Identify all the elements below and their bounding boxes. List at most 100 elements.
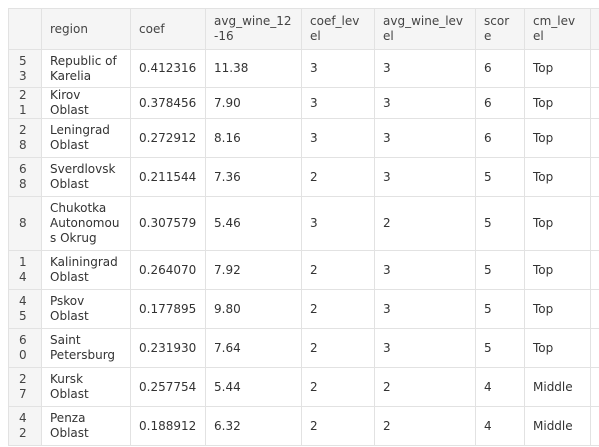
header-score: score (475, 8, 525, 50)
cell-region: Penza Oblast (41, 406, 131, 446)
cell-score: 4 (475, 367, 525, 407)
header-region: region (41, 8, 131, 50)
cell-score: 6 (475, 87, 525, 119)
cell-score: 6 (475, 49, 525, 88)
cell-coef-level: 2 (301, 406, 375, 446)
table-body: 53 Republic of Karelia 0.412316 11.38 3 3 6 Top… (8, 49, 599, 446)
row-index: 53 (8, 49, 42, 88)
cell-region: Chukotka Autonomous Okrug (41, 196, 131, 251)
header-coef: coef (130, 8, 206, 50)
cell-avg-wine-12-16: 8.16 (205, 118, 302, 158)
cell-region: Kaliningrad Oblast (41, 250, 131, 290)
table-row: 45 Pskov Oblast 0.177895 9.80 2 3 5 Top (8, 289, 599, 329)
cell-cm-level: Top (524, 289, 591, 329)
table-row: 8 Chukotka Autonomous Okrug 0.307579 5.46 3 2… (8, 196, 599, 251)
cell-coef: 0.412316 (130, 49, 206, 88)
cell-score: 5 (475, 157, 525, 197)
dataframe-table: region coef avg_wine_12-16 coef_level av… (8, 8, 599, 446)
cell-cm-level: Middle (524, 406, 591, 446)
cell-coef: 0.307579 (130, 196, 206, 251)
cell-score: 5 (475, 328, 525, 368)
header-cm-level: cm_level (524, 8, 591, 50)
cell-avg-wine-12-16: 11.38 (205, 49, 302, 88)
cell-cm-level: Top (524, 49, 591, 88)
cell-avg-wine-level: 3 (374, 49, 476, 88)
cell-score: 4 (475, 406, 525, 446)
cell-cm-level: Top (524, 196, 591, 251)
cell-coef-level: 3 (301, 87, 375, 119)
cell-avg-wine-12-16: 6.32 (205, 406, 302, 446)
cell-truncated-column (590, 289, 599, 329)
cell-avg-wine-12-16: 7.64 (205, 328, 302, 368)
cell-score: 5 (475, 196, 525, 251)
cell-coef: 0.177895 (130, 289, 206, 329)
cell-avg-wine-12-16: 7.36 (205, 157, 302, 197)
cell-avg-wine-level: 3 (374, 250, 476, 290)
header-index (8, 8, 42, 50)
cell-cm-level: Top (524, 118, 591, 158)
cell-coef-level: 2 (301, 157, 375, 197)
cell-avg-wine-level: 3 (374, 118, 476, 158)
cell-truncated-column (590, 49, 599, 88)
cell-avg-wine-level: 3 (374, 157, 476, 197)
header-row: region coef avg_wine_12-16 coef_level av… (8, 8, 599, 50)
table-row: 27 Kursk Oblast 0.257754 5.44 2 2 4 Middle (8, 367, 599, 407)
cell-cm-level: Top (524, 157, 591, 197)
cell-region: Republic of Karelia (41, 49, 131, 88)
row-index: 14 (8, 250, 42, 290)
cell-cm-level: Top (524, 328, 591, 368)
cell-avg-wine-12-16: 7.92 (205, 250, 302, 290)
cell-coef-level: 2 (301, 289, 375, 329)
cell-avg-wine-12-16: 5.44 (205, 367, 302, 407)
row-index: 28 (8, 118, 42, 158)
row-index: 27 (8, 367, 42, 407)
cell-truncated-column (590, 118, 599, 158)
cell-avg-wine-level: 2 (374, 196, 476, 251)
cell-truncated-column (590, 250, 599, 290)
row-index: 8 (8, 196, 42, 251)
cell-coef-level: 2 (301, 367, 375, 407)
cell-avg-wine-level: 3 (374, 289, 476, 329)
cell-region: Leningrad Oblast (41, 118, 131, 158)
cell-score: 6 (475, 118, 525, 158)
cell-coef: 0.378456 (130, 87, 206, 119)
table-row: 60 Saint Petersburg 0.231930 7.64 2 3 5 Top (8, 328, 599, 368)
header-avg-wine-12-16: avg_wine_12-16 (205, 8, 302, 50)
header-coef-level: coef_level (301, 8, 375, 50)
table-row: 68 Sverdlovsk Oblast 0.211544 7.36 2 3 5 Top (8, 157, 599, 197)
cell-cm-level: Top (524, 250, 591, 290)
cell-avg-wine-level: 2 (374, 406, 476, 446)
cell-truncated-column (590, 406, 599, 446)
cell-coef-level: 3 (301, 118, 375, 158)
table-row: 14 Kaliningrad Oblast 0.264070 7.92 2 3 5 Top (8, 250, 599, 290)
row-index: 21 (8, 87, 42, 119)
cell-coef: 0.211544 (130, 157, 206, 197)
cell-coef: 0.264070 (130, 250, 206, 290)
cell-cm-level: Top (524, 87, 591, 119)
row-index: 42 (8, 406, 42, 446)
cell-cm-level: Middle (524, 367, 591, 407)
cell-region: Pskov Oblast (41, 289, 131, 329)
table-row: 21 Kirov Oblast 0.378456 7.90 3 3 6 Top (8, 87, 599, 119)
table-row: 42 Penza Oblast 0.188912 6.32 2 2 4 Middle (8, 406, 599, 446)
cell-avg-wine-level: 3 (374, 328, 476, 368)
cell-avg-wine-12-16: 7.90 (205, 87, 302, 119)
cell-coef: 0.231930 (130, 328, 206, 368)
cell-region: Sverdlovsk Oblast (41, 157, 131, 197)
table-row: 53 Republic of Karelia 0.412316 11.38 3 3 6 Top (8, 49, 599, 88)
cell-truncated-column (590, 328, 599, 368)
header-avg-wine-level: avg_wine_level (374, 8, 476, 50)
cell-region: Saint Petersburg (41, 328, 131, 368)
table-row: 28 Leningrad Oblast 0.272912 8.16 3 3 6 Top (8, 118, 599, 158)
row-index: 68 (8, 157, 42, 197)
cell-avg-wine-12-16: 5.46 (205, 196, 302, 251)
cell-truncated-column (590, 196, 599, 251)
cell-region: Kursk Oblast (41, 367, 131, 407)
cell-coef-level: 2 (301, 250, 375, 290)
cell-coef-level: 3 (301, 49, 375, 88)
header-truncated-column: c (590, 8, 599, 50)
row-index: 60 (8, 328, 42, 368)
cell-coef-level: 2 (301, 328, 375, 368)
cell-score: 5 (475, 250, 525, 290)
